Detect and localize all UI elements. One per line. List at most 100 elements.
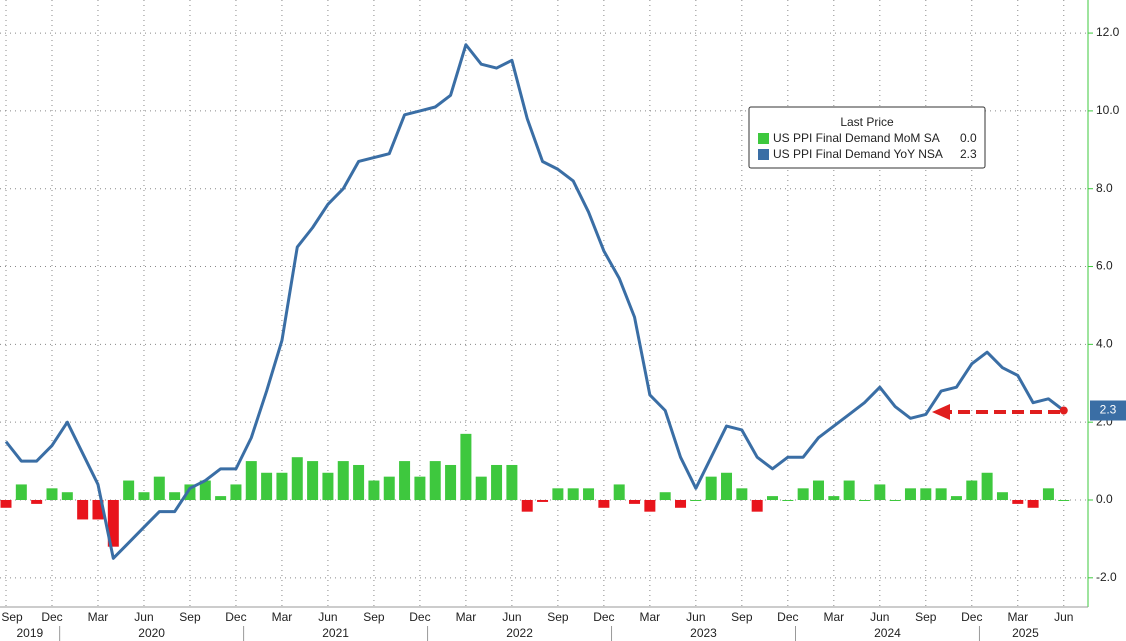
legend-value: 2.3 — [960, 147, 977, 161]
bar — [1012, 499, 1024, 504]
x-tick-label: Dec — [777, 610, 798, 624]
bar — [629, 499, 641, 504]
x-tick-label: Sep — [547, 610, 569, 624]
bar — [31, 499, 43, 504]
x-tick-label: Dec — [961, 610, 982, 624]
legend-swatch — [758, 149, 769, 160]
bar — [828, 496, 840, 500]
bar — [782, 499, 794, 501]
bar — [15, 484, 27, 500]
x-tick-label: Dec — [409, 610, 430, 624]
x-tick-label: Jun — [686, 610, 705, 624]
year-label: 2025 — [1012, 626, 1039, 640]
x-tick-label: Sep — [1, 610, 23, 624]
bar — [583, 488, 595, 500]
bar — [567, 488, 579, 500]
x-tick-label: Mar — [823, 610, 844, 624]
bar — [368, 480, 380, 500]
y-tick-label: 8.0 — [1096, 181, 1113, 195]
legend-label: US PPI Final Demand MoM SA — [773, 131, 940, 145]
x-tick-label: Dec — [41, 610, 62, 624]
y-tick-label: 10.0 — [1096, 103, 1120, 117]
year-label: 2023 — [690, 626, 717, 640]
bar — [1058, 499, 1070, 501]
bar — [138, 492, 150, 500]
legend: Last Price US PPI Final Demand MoM SA 0.0… — [748, 106, 986, 169]
y-tick-label: 6.0 — [1096, 259, 1113, 273]
last-point — [1059, 406, 1068, 415]
y-tick-label: 4.0 — [1096, 337, 1113, 351]
x-tick-label: Mar — [640, 610, 661, 624]
bar — [506, 464, 518, 500]
legend-title: Last Price — [840, 115, 894, 129]
x-tick-label: Mar — [1007, 610, 1028, 624]
bars — [0, 433, 1070, 547]
legend-swatch — [758, 133, 769, 144]
bar — [690, 499, 702, 501]
legend-label: US PPI Final Demand YoY NSA — [773, 147, 943, 161]
x-tick-label: Jun — [870, 610, 889, 624]
bar — [414, 476, 426, 500]
year-label: 2021 — [322, 626, 349, 640]
bar — [874, 484, 886, 500]
x-tick-label: Jun — [1054, 610, 1073, 624]
bar — [843, 480, 855, 500]
x-tick-label: Dec — [225, 610, 246, 624]
x-tick-label: Mar — [456, 610, 477, 624]
legend-box — [748, 106, 986, 169]
bar — [521, 499, 533, 512]
bar — [215, 496, 227, 500]
bar — [552, 488, 564, 500]
year-label: 2020 — [138, 626, 165, 640]
bar — [950, 496, 962, 500]
year-label: 2024 — [874, 626, 901, 640]
bar — [935, 488, 947, 500]
bar — [153, 476, 165, 500]
bar — [429, 461, 441, 500]
y-tick-label: -2.0 — [1096, 570, 1117, 584]
bar — [261, 472, 273, 500]
bar — [123, 480, 135, 500]
x-tick-label: Jun — [318, 610, 337, 624]
x-tick-label: Mar — [272, 610, 293, 624]
bar — [307, 461, 319, 500]
bar — [537, 499, 549, 502]
bar — [383, 476, 395, 500]
x-tick-label: Sep — [363, 610, 385, 624]
last-value-label: 2.3 — [1100, 403, 1117, 417]
bar — [981, 472, 993, 500]
x-tick-label: Jun — [502, 610, 521, 624]
bar — [1042, 488, 1054, 500]
x-tick-label: Dec — [593, 610, 614, 624]
bar — [0, 499, 12, 508]
bar — [169, 492, 181, 500]
bar — [92, 499, 104, 520]
bar — [491, 464, 503, 500]
bar — [613, 484, 625, 500]
bar — [721, 472, 733, 500]
bar — [276, 472, 288, 500]
x-tick-label: Sep — [915, 610, 937, 624]
year-label: 2022 — [506, 626, 533, 640]
bar — [889, 499, 901, 501]
bar — [644, 499, 656, 512]
y-tick-label: 12.0 — [1096, 25, 1120, 39]
bar — [858, 499, 870, 501]
bar — [475, 476, 487, 500]
bar — [920, 488, 932, 500]
bar — [996, 492, 1008, 500]
bar — [291, 457, 303, 500]
bar — [904, 488, 916, 500]
bar — [230, 484, 242, 500]
bar — [966, 480, 978, 500]
bar — [736, 488, 748, 500]
bar — [767, 496, 778, 500]
x-tick-label: Jun — [134, 610, 153, 624]
x-tick-label: Mar — [88, 610, 109, 624]
line — [4, 43, 1065, 560]
bar — [1027, 499, 1039, 508]
bar — [77, 499, 89, 520]
